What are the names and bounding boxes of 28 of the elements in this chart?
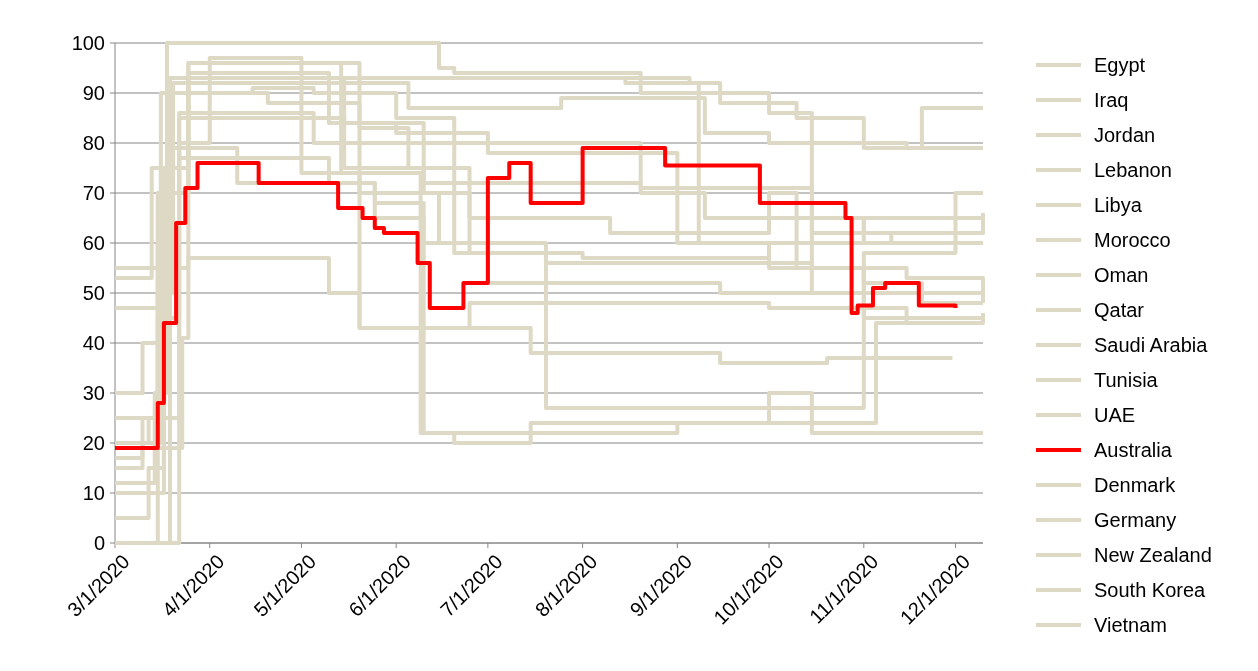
- y-tick-label: 100: [71, 32, 105, 54]
- y-tick-label: 90: [82, 82, 105, 104]
- legend-label: Australia: [1094, 439, 1173, 461]
- legend-label: Denmark: [1094, 474, 1177, 496]
- y-tick-label: 80: [82, 132, 105, 154]
- legend-label: Morocco: [1094, 229, 1171, 251]
- legend-label: Saudi Arabia: [1094, 334, 1209, 356]
- y-tick-label: 30: [82, 382, 105, 404]
- legend-label: Tunisia: [1094, 369, 1159, 391]
- legend-label: Egypt: [1094, 54, 1146, 76]
- legend-label: Oman: [1094, 264, 1149, 286]
- legend-label: Iraq: [1094, 89, 1129, 111]
- y-tick-label: 40: [82, 332, 105, 354]
- legend-label: Lebanon: [1094, 159, 1172, 181]
- legend-label: South Korea: [1094, 579, 1207, 601]
- y-tick-label: 20: [82, 432, 105, 454]
- legend-label: Vietnam: [1094, 614, 1168, 636]
- legend-label: Qatar: [1094, 299, 1145, 321]
- y-tick-label: 0: [93, 532, 105, 554]
- y-tick-label: 50: [82, 282, 105, 304]
- y-tick-label: 70: [82, 182, 105, 204]
- legend-label: UAE: [1094, 404, 1136, 426]
- legend-label: Germany: [1094, 509, 1177, 531]
- legend-label: Jordan: [1094, 124, 1156, 146]
- legend-label: New Zealand: [1094, 544, 1212, 566]
- y-tick-label: 10: [82, 482, 105, 504]
- legend-label: Libya: [1094, 194, 1143, 216]
- y-tick-label: 60: [82, 232, 105, 254]
